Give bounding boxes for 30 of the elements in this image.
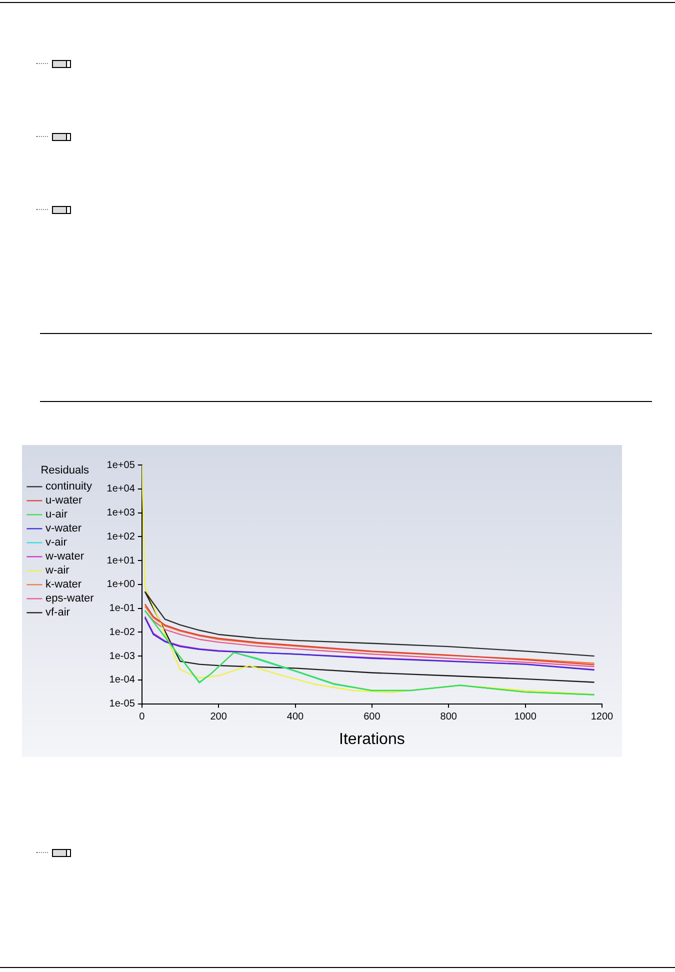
x-tick-label: 1000 — [514, 712, 537, 723]
x-tick-label: 200 — [210, 712, 228, 723]
x-tick-label: 600 — [364, 712, 381, 723]
y-tick-label: 1e-02 — [109, 626, 136, 638]
x-tick-label: 0 — [139, 712, 146, 723]
x-tick-label: 400 — [286, 712, 304, 723]
legend-label: u-water — [46, 494, 83, 507]
y-tick-label: 1e+01 — [106, 555, 136, 566]
legend-label: continuity — [46, 480, 92, 493]
x-tick-label: 800 — [440, 712, 458, 723]
legend-label: k-water — [46, 578, 82, 591]
y-tick-label: 1e-04 — [109, 674, 136, 686]
legend-label: v-air — [46, 536, 68, 549]
y-tick-label: 1e+05 — [106, 460, 136, 471]
y-tick-label: 1e+03 — [106, 508, 136, 519]
y-tick-label: 1e-05 — [109, 698, 136, 710]
y-tick-label: 1e+02 — [106, 531, 136, 542]
y-tick-label: 1e-03 — [109, 650, 136, 662]
legend-label: vf-air — [46, 606, 70, 619]
x-axis-title: Iterations — [339, 730, 405, 748]
legend-label: u-air — [46, 508, 68, 521]
legend-label: v-water — [46, 522, 82, 535]
x-tick-label: 1200 — [590, 712, 614, 723]
y-tick-label: 1e+04 — [106, 484, 136, 495]
legend-label: w-water — [44, 550, 84, 563]
y-tick-label: 1e-01 — [109, 603, 136, 614]
legend-title: Residuals — [40, 464, 90, 477]
legend-label: w-air — [44, 564, 70, 577]
y-tick-label: 1e+00 — [106, 579, 136, 590]
legend-label: eps-water — [46, 592, 94, 605]
